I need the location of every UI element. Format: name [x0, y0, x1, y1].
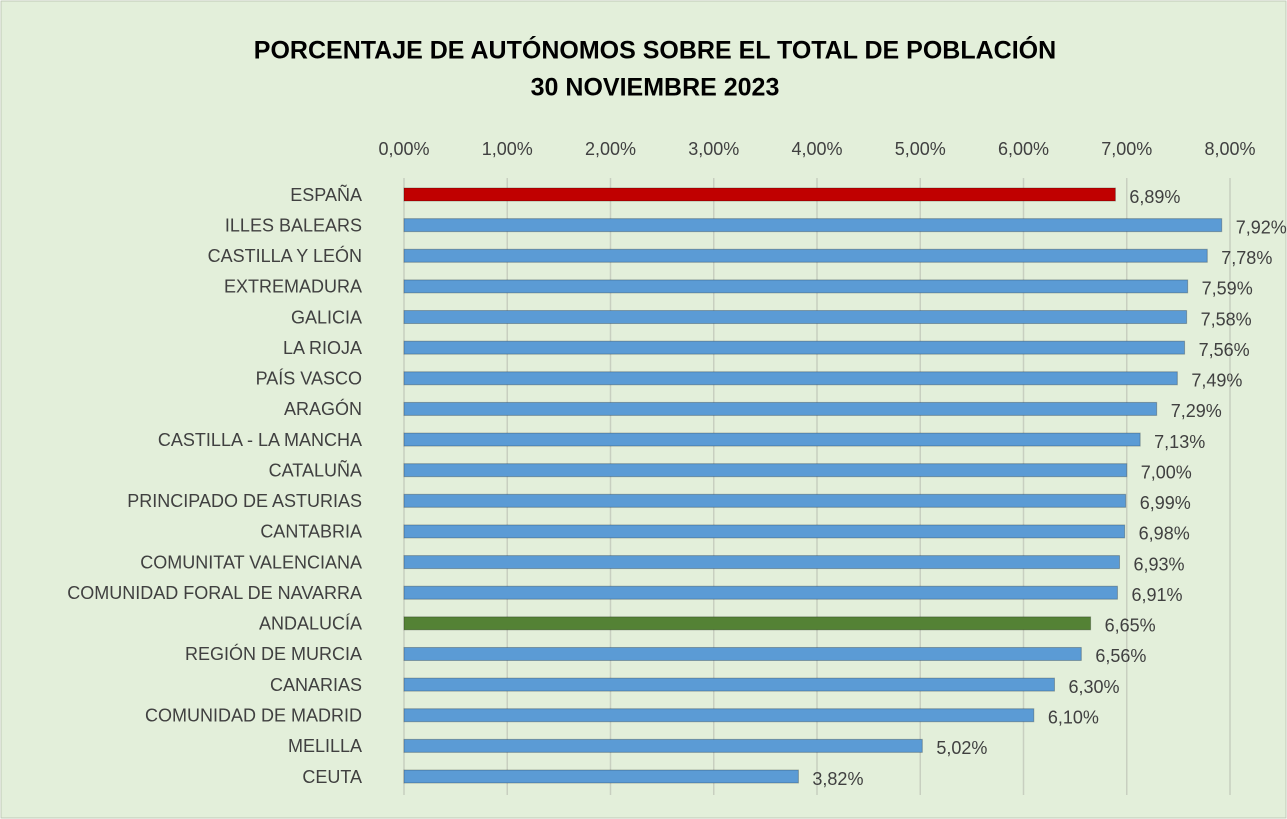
bar — [403, 371, 1178, 386]
category-label: COMUNIDAD FORAL DE NAVARRA — [67, 583, 362, 603]
value-label: 6,65% — [1105, 616, 1156, 636]
x-tick-label: 6,00% — [998, 139, 1049, 159]
value-label: 7,13% — [1154, 432, 1205, 452]
category-label: CASTILLA Y LEÓN — [208, 245, 362, 266]
value-label: 5,02% — [936, 738, 987, 758]
category-label: ILLES BALEARS — [225, 215, 362, 235]
value-label: 6,56% — [1095, 646, 1146, 666]
category-label: REGIÓN DE MURCIA — [185, 643, 362, 664]
value-label: 7,58% — [1201, 309, 1252, 329]
value-label: 6,91% — [1131, 585, 1182, 605]
category-label: CANTABRIA — [260, 522, 362, 542]
bar — [403, 616, 1092, 631]
bar — [403, 432, 1141, 447]
value-label: 6,99% — [1140, 493, 1191, 513]
x-tick-label: 0,00% — [378, 139, 429, 159]
x-tick-label: 3,00% — [688, 139, 739, 159]
value-label: 7,92% — [1236, 217, 1287, 237]
value-label: 6,89% — [1129, 187, 1180, 207]
bar — [403, 279, 1189, 294]
value-label: 3,82% — [812, 769, 863, 789]
value-label: 7,59% — [1202, 279, 1253, 299]
bar — [403, 524, 1126, 539]
value-label: 7,00% — [1141, 462, 1192, 482]
bar — [403, 555, 1121, 570]
bar — [403, 310, 1188, 325]
value-label: 6,10% — [1048, 707, 1099, 727]
category-label: COMUNITAT VALENCIANA — [140, 552, 362, 572]
bar — [403, 248, 1208, 263]
category-label: LA RIOJA — [283, 338, 362, 358]
chart-title: PORCENTAJE DE AUTÓNOMOS SOBRE EL TOTAL D… — [254, 35, 1056, 65]
bar — [403, 187, 1116, 202]
value-label: 6,98% — [1139, 524, 1190, 544]
x-tick-label: 2,00% — [585, 139, 636, 159]
bar — [403, 463, 1128, 478]
value-label: 6,93% — [1134, 554, 1185, 574]
value-label: 7,29% — [1171, 401, 1222, 421]
category-label: EXTREMADURA — [224, 277, 362, 297]
x-tick-label: 8,00% — [1204, 139, 1255, 159]
bar — [403, 677, 1055, 692]
category-label: CATALUÑA — [269, 459, 362, 480]
category-label: PRINCIPADO DE ASTURIAS — [127, 491, 362, 511]
category-label: ANDALUCÍA — [259, 614, 362, 634]
category-label: ARAGÓN — [284, 398, 362, 419]
value-label: 7,78% — [1221, 248, 1272, 268]
x-tick-label: 7,00% — [1101, 139, 1152, 159]
value-label: 7,56% — [1199, 340, 1250, 360]
bar — [403, 769, 799, 784]
category-label: ESPAÑA — [290, 184, 362, 205]
x-tick-label: 5,00% — [895, 139, 946, 159]
category-label: CANARIAS — [270, 675, 362, 695]
bar — [403, 646, 1082, 661]
x-tick-label: 1,00% — [482, 139, 533, 159]
bar — [403, 340, 1186, 355]
bar — [403, 401, 1158, 416]
category-label: GALICIA — [291, 307, 362, 327]
bar — [403, 493, 1127, 508]
chart-subtitle: 30 NOVIEMBRE 2023 — [531, 74, 780, 102]
value-label: 6,30% — [1068, 677, 1119, 697]
category-label: MELILLA — [288, 736, 362, 756]
bar — [403, 708, 1035, 723]
category-label: CEUTA — [302, 767, 362, 787]
category-label: PAÍS VASCO — [256, 369, 362, 389]
value-label: 7,49% — [1191, 371, 1242, 391]
bar — [403, 585, 1118, 600]
bar — [403, 218, 1223, 233]
x-tick-label: 4,00% — [791, 139, 842, 159]
bar — [403, 738, 923, 753]
category-label: CASTILLA - LA MANCHA — [158, 430, 362, 450]
category-label: COMUNIDAD DE MADRID — [145, 705, 362, 725]
